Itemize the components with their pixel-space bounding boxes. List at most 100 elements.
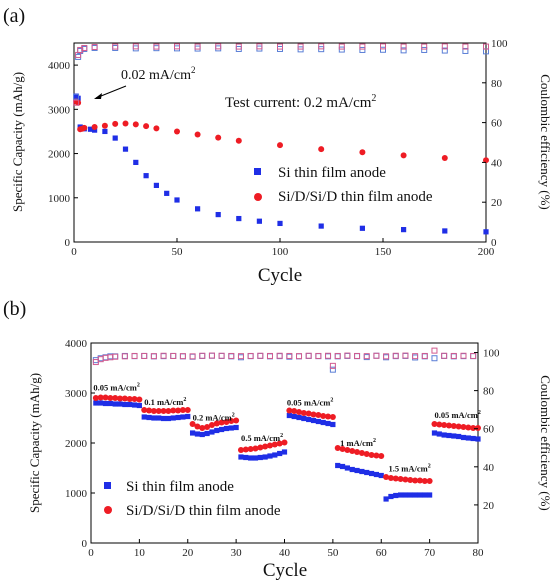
panel-b-ce-point [92, 357, 99, 364]
panel-b-ce-point [218, 352, 225, 359]
panel-b-y2tick-label: 80 [483, 386, 495, 398]
panel-a-y2tick-label: 100 [491, 38, 508, 50]
panel-a-y2label: Coulombic efficiency (%) [538, 74, 550, 210]
panel-a-sid-point [112, 120, 119, 127]
panel-b-sid-point [397, 476, 404, 482]
panel-b-rate-label: 0.05 mA/cm2 [434, 410, 480, 420]
panel-b-si-point [315, 418, 321, 425]
panel-a-si-point [164, 190, 170, 196]
panel-a-ce-point [277, 43, 283, 50]
panel-b-ce-point [373, 352, 380, 359]
panel-b-series-2 [92, 352, 477, 373]
panel-b-si-point [339, 463, 346, 470]
panel-a-ce-point [132, 43, 139, 50]
panel-a-sid-point [153, 125, 160, 132]
panel-a-y2tick-label: 80 [491, 78, 503, 90]
panel-b-si-point [373, 471, 380, 478]
panel-b-si-point [98, 400, 104, 406]
panel-a-si-point [133, 159, 139, 165]
panel-b-si-point [306, 416, 312, 423]
panel-b-ce-point [141, 352, 148, 359]
panel-b-sid-point [136, 396, 143, 403]
panel-b-sid-point [354, 449, 361, 455]
panel-b-sid-point [470, 425, 477, 431]
panel-a-si-point [195, 206, 201, 212]
panel-b-sid-point [465, 424, 472, 431]
panel-b-sid-point [218, 419, 225, 426]
panel-b-sid-point [300, 410, 307, 416]
panel-b-rate-label: 0.5 mA/cm2 [241, 433, 283, 443]
panel-b-ce-point [131, 353, 138, 360]
panel-b-sid-point [329, 414, 336, 420]
panel-a-si-point [359, 225, 365, 231]
panel-b-si-point [465, 435, 471, 441]
panel-a-sid-point [194, 131, 201, 138]
panel-b-ytick-label: 1000 [65, 488, 88, 500]
panel-a-sid-point [132, 121, 139, 128]
panel-a-formation-label: 0.02 mA/cm2 [121, 65, 196, 83]
panel-b-ce-point [329, 366, 336, 373]
panel-a-ce-point [380, 46, 386, 53]
panel-b-si-point [204, 430, 210, 437]
panel-b-label: (b) [3, 298, 26, 320]
panel-b-ylabel: Specific Capacity (mAh/g) [27, 373, 42, 513]
panel-a-test-current: Test current: 0.2 mA/cm2 [225, 93, 376, 111]
panel-a-ylabel: Specific Capacity (mAh/g) [10, 72, 25, 212]
panel-b-xlabel: Cycle [263, 560, 307, 581]
panel-a-si-point [153, 182, 159, 188]
panel-b-si-point [349, 466, 355, 473]
panel-b-si-point [180, 414, 186, 420]
panel-b-si-point [470, 435, 476, 442]
panel-b-si-point [456, 433, 462, 440]
panel-a-ce-point [338, 43, 345, 50]
panel-a-ce-point [483, 43, 489, 50]
panel-b-rate-label: 0.1 mA/cm2 [144, 397, 186, 407]
panel-a-si-point [174, 197, 180, 203]
panel-b-sid-point [252, 445, 259, 452]
panel-b-sid-point [199, 425, 206, 431]
panel-b-ce-point [460, 352, 467, 359]
panel-a-si-point [112, 135, 118, 141]
panel-b-y2tick-label: 60 [483, 424, 495, 436]
panel-a-si-point [277, 220, 283, 227]
panel-b-ce-point [450, 352, 457, 359]
panel-a-ce-point [256, 43, 263, 50]
panel-b-si-point [325, 420, 331, 427]
panel-b-marks [92, 347, 481, 502]
panel-a-ytick-label: 0 [65, 237, 71, 249]
panel-a-ce-point [215, 43, 222, 50]
panel-b: (b) 0 10 20 30 40 50 60 70 80 0 1000 2000 3000 4000 20… [3, 298, 550, 581]
panel-b-si-point [368, 470, 375, 477]
panel-a-si-point [318, 223, 324, 229]
panel-b-ce-point [305, 352, 312, 359]
panel-b-ce-point [276, 352, 283, 359]
panel-a-ticks: 0 50 100 150 2000100020003000400002040608010… [48, 38, 508, 258]
panel-b-rate-label: 0.2 mA/cm2 [193, 413, 235, 423]
panel-a-ce-point [462, 47, 469, 54]
panel-b-ce-point [354, 353, 361, 360]
panel-a-sid-point [400, 152, 407, 159]
panel-b-ce-point [363, 353, 370, 360]
panel-a-xlabel: Cycle [258, 265, 302, 286]
panel-a-ytick-label: 4000 [48, 60, 71, 72]
panel-a-ce-point [400, 43, 407, 50]
panel-b-si-point [107, 400, 113, 407]
panel-b-si-point [136, 402, 142, 409]
panel-a-ce-point [441, 43, 448, 50]
panel-b-sid-point [412, 477, 419, 484]
panel-b-sid-point [126, 396, 133, 402]
panel-b-legend-sid-label: Si/D/Si/D thin film anode [126, 503, 281, 519]
panel-b-sid-point [184, 407, 191, 413]
panel-a-sid-point [81, 124, 88, 131]
panel-b-sid-point [363, 451, 370, 457]
panel-b-sid-point [373, 452, 380, 459]
panel-a-ce-point [441, 47, 448, 54]
panel-b-sid-point [257, 444, 264, 451]
panel-a-y2tick-label: 0 [491, 237, 497, 249]
panel-b-sid-point [296, 409, 303, 415]
panel-b-sid-point [237, 447, 244, 453]
panel-b-sid-point [160, 408, 167, 414]
panel-b-legend-sid-marker [104, 506, 112, 514]
panel-b-si-point [402, 492, 409, 498]
